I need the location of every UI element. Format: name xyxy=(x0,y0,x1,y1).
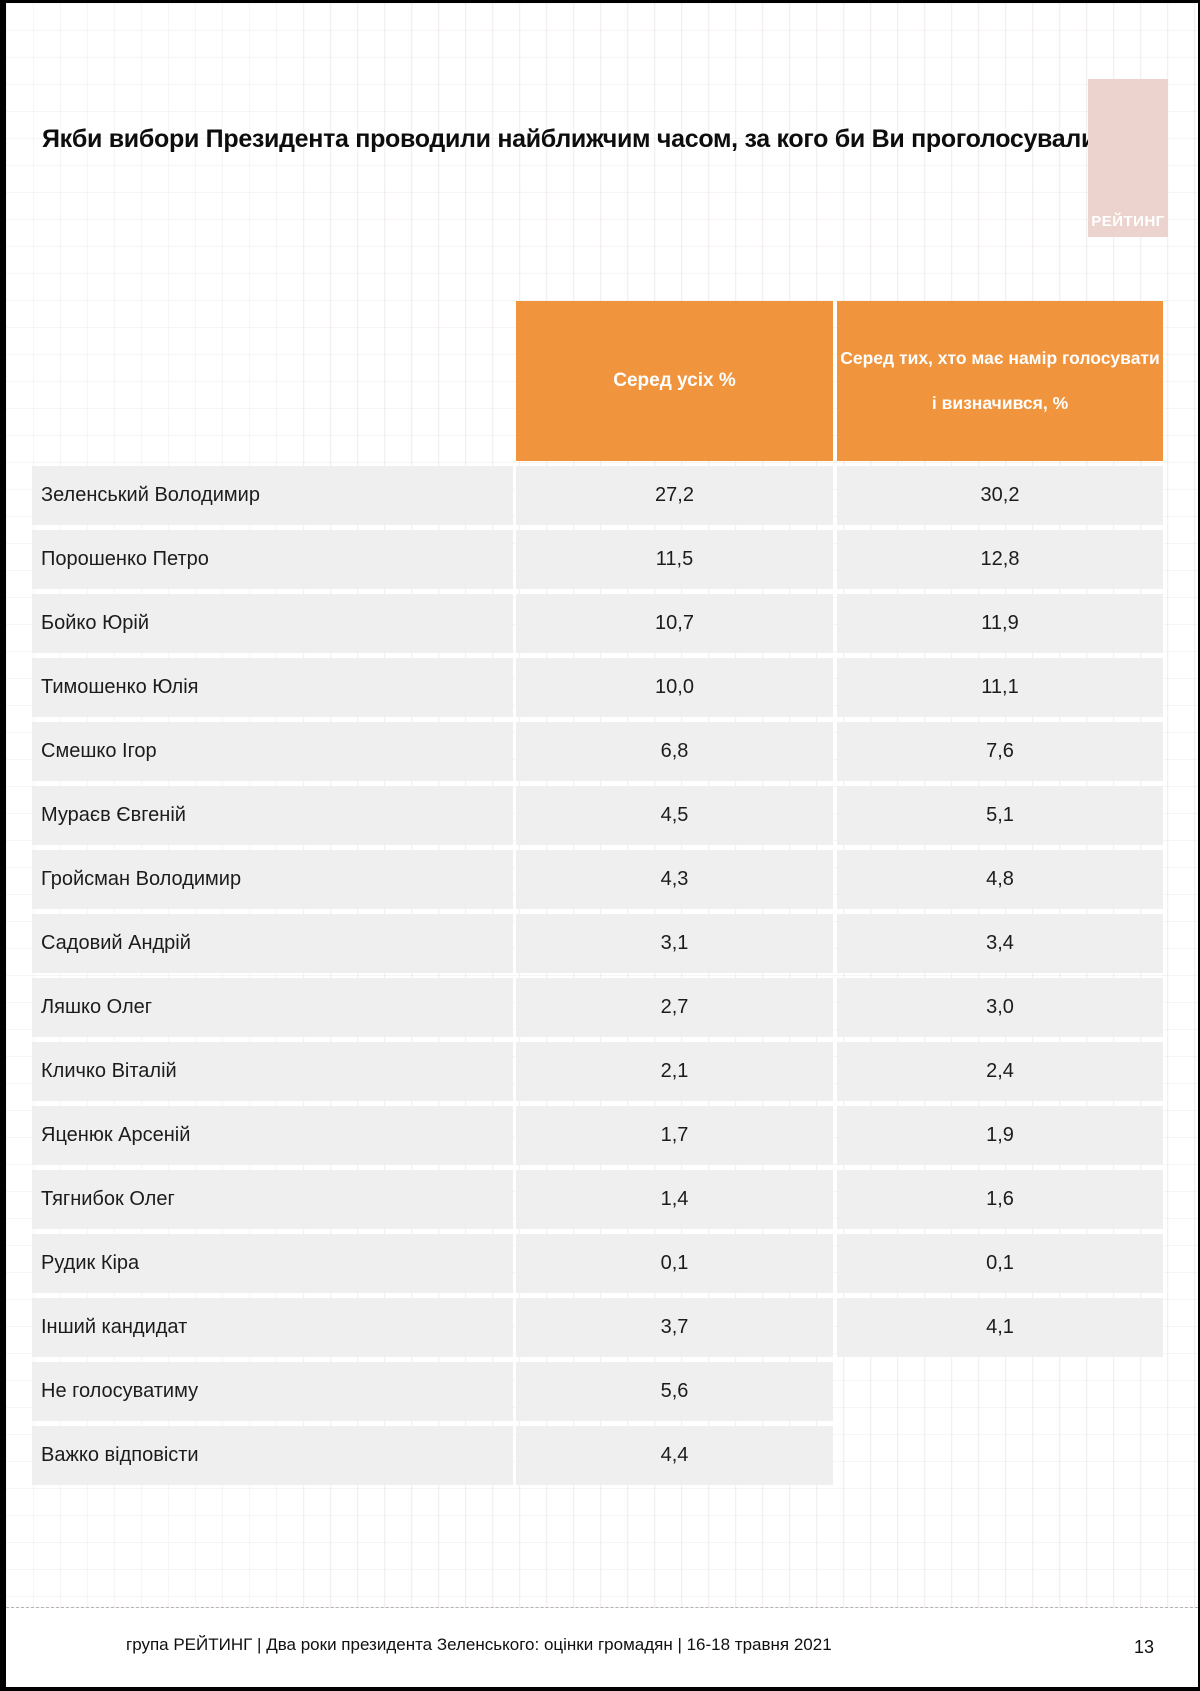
candidate-name: Тимошенко Юлія xyxy=(32,658,513,717)
column-header-among-all: Серед усіх % xyxy=(516,301,833,461)
page-number: 13 xyxy=(1134,1637,1155,1657)
candidate-name: Рудик Кіра xyxy=(32,1234,513,1293)
value-among-decided: 3,4 xyxy=(837,914,1163,973)
table-row: Зеленський Володимир 27,2 30,2 xyxy=(32,466,1163,525)
table-row: Рудик Кіра 0,1 0,1 xyxy=(32,1234,1163,1293)
candidate-name: Кличко Віталій xyxy=(32,1042,513,1101)
candidate-name: Не голосуватиму xyxy=(32,1362,513,1421)
value-among-decided: 5,1 xyxy=(837,786,1163,845)
candidate-name: Порошенко Петро xyxy=(32,530,513,589)
table-row: Тимошенко Юлія 10,0 11,1 xyxy=(32,658,1163,717)
candidate-name: Смешко Ігор xyxy=(32,722,513,781)
table-row: Порошенко Петро 11,5 12,8 xyxy=(32,530,1163,589)
value-among-all: 3,1 xyxy=(516,914,833,973)
value-among-decided: 12,8 xyxy=(837,530,1163,589)
table-row: Тягнибок Олег 1,4 1,6 xyxy=(32,1170,1163,1229)
table-row: Садовий Андрій 3,1 3,4 xyxy=(32,914,1163,973)
candidate-name: Садовий Андрій xyxy=(32,914,513,973)
value-among-all: 2,7 xyxy=(516,978,833,1037)
value-among-all: 5,6 xyxy=(516,1362,833,1421)
value-among-decided: 0,1 xyxy=(837,1234,1163,1293)
table-row: Не голосуватиму 5,6 xyxy=(32,1362,1163,1421)
candidate-name: Тягнибок Олег xyxy=(32,1170,513,1229)
table-row: Важко відповісти 4,4 xyxy=(32,1426,1163,1485)
value-among-all: 1,4 xyxy=(516,1170,833,1229)
value-among-all: 6,8 xyxy=(516,722,833,781)
rating-group-logo: РЕЙТИНГ xyxy=(1088,79,1168,237)
candidate-name: Яценюк Арсеній xyxy=(32,1106,513,1165)
value-among-decided: 4,8 xyxy=(837,850,1163,909)
value-among-all: 10,7 xyxy=(516,594,833,653)
value-among-all: 4,3 xyxy=(516,850,833,909)
value-among-all: 0,1 xyxy=(516,1234,833,1293)
candidate-name: Гройсман Володимир xyxy=(32,850,513,909)
table-row: Смешко Ігор 6,8 7,6 xyxy=(32,722,1163,781)
value-among-all: 27,2 xyxy=(516,466,833,525)
value-among-decided: 2,4 xyxy=(837,1042,1163,1101)
table-row: Кличко Віталій 2,1 2,4 xyxy=(32,1042,1163,1101)
value-among-decided: 4,1 xyxy=(837,1298,1163,1357)
value-among-all: 11,5 xyxy=(516,530,833,589)
value-among-all: 4,5 xyxy=(516,786,833,845)
value-among-decided: 1,6 xyxy=(837,1170,1163,1229)
candidate-name: Мураєв Євгеній xyxy=(32,786,513,845)
value-among-decided: 1,9 xyxy=(837,1106,1163,1165)
rating-group-logo-label: РЕЙТИНГ xyxy=(1091,213,1165,230)
value-among-decided: 30,2 xyxy=(837,466,1163,525)
value-among-all: 1,7 xyxy=(516,1106,833,1165)
candidate-name: Інший кандидат xyxy=(32,1298,513,1357)
value-among-all: 4,4 xyxy=(516,1426,833,1485)
candidate-name: Бойко Юрій xyxy=(32,594,513,653)
value-among-decided: 11,1 xyxy=(837,658,1163,717)
value-among-all: 2,1 xyxy=(516,1042,833,1101)
slide-title: Якби вибори Президента проводили найближ… xyxy=(42,125,1112,153)
table-row: Бойко Юрій 10,7 11,9 xyxy=(32,594,1163,653)
poll-results-table: Зеленський Володимир 27,2 30,2 Порошенко Пе… xyxy=(32,466,1163,1490)
table-row: Ляшко Олег 2,7 3,0 xyxy=(32,978,1163,1037)
candidate-name: Зеленський Володимир xyxy=(32,466,513,525)
footer-source-text: група РЕЙТИНГ | Два роки президента Зеле… xyxy=(126,1635,832,1654)
table-row: Гройсман Володимир 4,3 4,8 xyxy=(32,850,1163,909)
table-row: Інший кандидат 3,7 4,1 xyxy=(32,1298,1163,1357)
candidate-name: Важко відповісти xyxy=(32,1426,513,1485)
value-among-decided: 7,6 xyxy=(837,722,1163,781)
column-header-among-decided: Серед тих, хто має намір голосувати і ви… xyxy=(837,301,1163,461)
candidate-name: Ляшко Олег xyxy=(32,978,513,1037)
value-among-decided: 3,0 xyxy=(837,978,1163,1037)
table-row: Яценюк Арсеній 1,7 1,9 xyxy=(32,1106,1163,1165)
value-among-all: 3,7 xyxy=(516,1298,833,1357)
value-among-all: 10,0 xyxy=(516,658,833,717)
value-among-decided: 11,9 xyxy=(837,594,1163,653)
table-row: Мураєв Євгеній 4,5 5,1 xyxy=(32,786,1163,845)
